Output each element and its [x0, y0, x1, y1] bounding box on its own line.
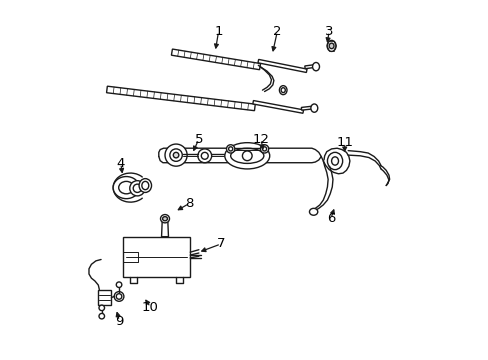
- Text: 7: 7: [216, 238, 225, 251]
- Text: 9: 9: [115, 315, 123, 328]
- Ellipse shape: [309, 208, 317, 215]
- Polygon shape: [122, 237, 190, 278]
- Ellipse shape: [326, 40, 335, 51]
- Text: 12: 12: [252, 133, 269, 146]
- Ellipse shape: [113, 176, 139, 199]
- Text: 8: 8: [184, 197, 193, 210]
- Ellipse shape: [173, 152, 179, 158]
- Ellipse shape: [260, 145, 268, 153]
- Ellipse shape: [224, 143, 269, 169]
- Ellipse shape: [139, 179, 151, 193]
- Polygon shape: [258, 59, 306, 72]
- Text: 5: 5: [194, 133, 203, 146]
- Ellipse shape: [226, 145, 234, 153]
- Text: 11: 11: [336, 136, 352, 149]
- Ellipse shape: [310, 104, 317, 112]
- Text: 1: 1: [214, 25, 223, 38]
- Ellipse shape: [99, 305, 104, 311]
- Ellipse shape: [279, 86, 286, 95]
- Text: 2: 2: [272, 25, 281, 38]
- Text: 3: 3: [324, 25, 333, 38]
- Ellipse shape: [164, 144, 187, 166]
- Polygon shape: [106, 86, 255, 111]
- Text: 10: 10: [142, 301, 159, 314]
- Polygon shape: [301, 106, 313, 110]
- Text: 6: 6: [326, 212, 334, 225]
- Ellipse shape: [99, 314, 104, 319]
- Polygon shape: [171, 49, 260, 70]
- Ellipse shape: [160, 215, 169, 223]
- Ellipse shape: [198, 149, 211, 163]
- Polygon shape: [252, 100, 303, 113]
- Ellipse shape: [163, 217, 167, 221]
- Ellipse shape: [328, 43, 333, 49]
- Ellipse shape: [116, 282, 122, 288]
- Ellipse shape: [312, 63, 319, 71]
- Ellipse shape: [129, 181, 144, 196]
- Ellipse shape: [114, 292, 123, 301]
- Polygon shape: [98, 289, 111, 305]
- Text: 4: 4: [116, 157, 125, 170]
- Polygon shape: [304, 64, 315, 69]
- Ellipse shape: [327, 152, 342, 170]
